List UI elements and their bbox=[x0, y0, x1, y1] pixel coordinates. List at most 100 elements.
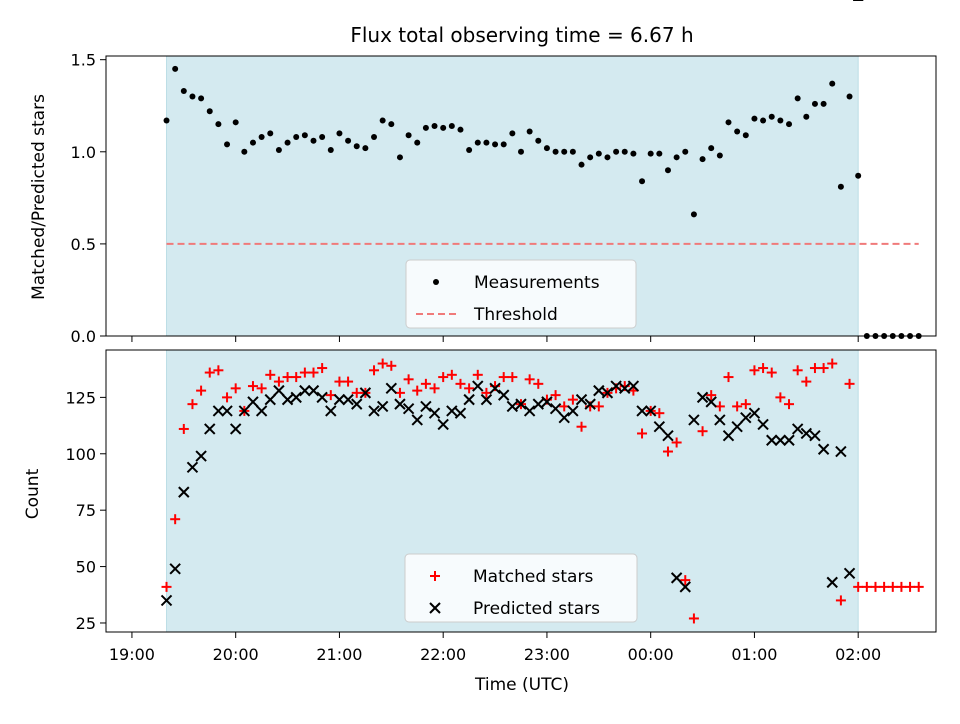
measurement-point bbox=[664, 167, 671, 174]
measurement-point bbox=[232, 119, 239, 126]
matched-star-point bbox=[870, 581, 881, 592]
matched-star-point bbox=[550, 390, 561, 401]
matched-star-point bbox=[498, 372, 509, 383]
predicted-star-point bbox=[368, 405, 380, 417]
predicted-star-point bbox=[506, 400, 519, 413]
y-tick-label: 125 bbox=[65, 388, 96, 407]
x-tick-label: 01:00 bbox=[731, 645, 777, 664]
matched-star-point bbox=[213, 365, 224, 376]
matched-star-point bbox=[386, 360, 397, 371]
predicted-star-point bbox=[169, 563, 181, 575]
matched-star-point bbox=[662, 446, 673, 457]
predicted-star-point bbox=[299, 384, 311, 397]
measurement-point bbox=[215, 121, 222, 128]
matched-star-point bbox=[835, 595, 846, 606]
matched-star-point bbox=[749, 365, 760, 376]
matched-star-point bbox=[472, 369, 483, 380]
measurement-point bbox=[362, 145, 369, 152]
predicted-star-point bbox=[212, 405, 225, 417]
measurement-point bbox=[336, 130, 343, 137]
predicted-star-point bbox=[705, 396, 717, 408]
measurement-point bbox=[656, 150, 663, 157]
measurement-point bbox=[431, 123, 438, 129]
matched-star-point bbox=[818, 363, 829, 374]
legend-x-marker bbox=[429, 602, 441, 614]
measurement-point bbox=[811, 100, 818, 107]
measurement-point bbox=[621, 148, 628, 155]
matched-star-point bbox=[671, 437, 682, 448]
x-tick-label: 00:00 bbox=[628, 645, 674, 664]
matched-star-point bbox=[913, 581, 924, 592]
top-legend: Measurements Threshold bbox=[405, 259, 637, 329]
measurement-point bbox=[708, 145, 715, 152]
bottom-legend: Matched stars Predicted stars bbox=[404, 553, 638, 623]
matched-star-point bbox=[844, 378, 855, 389]
matched-star-point bbox=[758, 363, 769, 374]
predicted-star-point bbox=[644, 405, 657, 417]
matched-star-point bbox=[204, 367, 215, 378]
matched-star-point bbox=[455, 378, 466, 389]
predicted-star-point bbox=[541, 396, 553, 408]
predicted-star-point bbox=[740, 411, 752, 424]
predicted-star-point bbox=[342, 393, 354, 406]
predicted-star-point bbox=[791, 423, 804, 435]
matched-star-point bbox=[291, 372, 302, 383]
predicted-star-point bbox=[498, 389, 510, 401]
predicted-star-point bbox=[316, 391, 328, 404]
predicted-star-point bbox=[653, 420, 666, 433]
measurement-point bbox=[837, 183, 844, 190]
predicted-star-point bbox=[714, 414, 726, 426]
predicted-star-point bbox=[420, 400, 432, 413]
predicted-star-point bbox=[835, 445, 847, 458]
matched-star-point bbox=[222, 392, 233, 403]
legend-label: Measurements bbox=[474, 273, 600, 293]
predicted-star-point bbox=[800, 427, 813, 440]
measurement-point bbox=[275, 146, 282, 153]
predicted-star-point bbox=[809, 430, 821, 442]
matched-star-point bbox=[170, 514, 181, 525]
predicted-star-point bbox=[610, 380, 622, 392]
matched-star-point bbox=[887, 581, 898, 592]
matched-star-point bbox=[809, 363, 820, 374]
measurement-point bbox=[855, 172, 862, 179]
matched-star-point bbox=[403, 374, 414, 385]
predicted-star-point bbox=[238, 405, 251, 417]
measurement-point bbox=[716, 152, 723, 159]
predicted-star-point bbox=[307, 384, 320, 397]
measurement-point bbox=[249, 139, 256, 146]
measurement-point bbox=[803, 113, 810, 120]
matched-star-point bbox=[861, 581, 872, 592]
measurement-point bbox=[829, 80, 836, 87]
predicted-star-point bbox=[817, 443, 830, 455]
predicted-star-point bbox=[178, 486, 190, 498]
measurement-point bbox=[500, 141, 507, 148]
measurement-point bbox=[388, 121, 395, 128]
measurement-point bbox=[301, 132, 308, 139]
matched-star-point bbox=[576, 421, 587, 432]
legend-box bbox=[405, 259, 637, 329]
predicted-star-point bbox=[411, 414, 423, 426]
predicted-star-point bbox=[333, 393, 346, 406]
matched-star-point bbox=[464, 383, 475, 394]
predicted-star-point bbox=[523, 405, 536, 417]
matched-star-point bbox=[533, 378, 544, 389]
measurement-point bbox=[595, 150, 602, 157]
matched-star-point bbox=[282, 372, 293, 383]
y-tick-label: 0.5 bbox=[71, 235, 96, 254]
measurement-point bbox=[414, 139, 421, 146]
bottom-panel-frame bbox=[105, 349, 937, 633]
y-tick-label: 100 bbox=[65, 445, 96, 464]
predicted-star-point bbox=[549, 402, 562, 415]
matched-star-point bbox=[507, 372, 518, 383]
measurement-point bbox=[690, 211, 697, 218]
predicted-star-point bbox=[428, 407, 441, 419]
predicted-star-point bbox=[567, 405, 579, 417]
matched-star-point bbox=[879, 581, 890, 592]
predicted-star-point bbox=[480, 393, 493, 406]
measurement-point bbox=[820, 100, 827, 107]
x-tick-label: 19:00 bbox=[109, 645, 155, 664]
matched-star-point bbox=[429, 383, 440, 394]
measurement-point bbox=[742, 132, 749, 139]
predicted-star-point bbox=[281, 393, 294, 406]
